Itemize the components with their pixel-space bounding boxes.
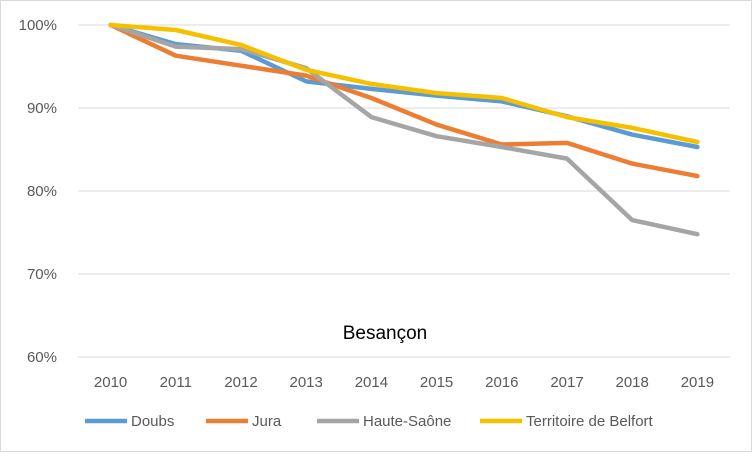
x-tick-label: 2012 [224,374,257,391]
legend-label: Doubs [131,413,174,430]
y-tick-label: 60% [27,349,57,366]
x-tick-label: 2016 [485,374,518,391]
legend-label: Haute-Saône [363,413,451,430]
x-tick-label: 2015 [420,374,453,391]
x-axis-ticks: 2010 2011 2012 2013 2014 2015 2016 2017 2018 2019 [94,374,714,391]
y-tick-label: 70% [27,266,57,283]
gridlines [78,24,730,358]
series-lines [108,22,700,237]
y-tick-label: 90% [27,100,57,117]
legend-label: Territoire de Belfort [526,413,654,430]
x-tick-label: 2019 [681,374,714,391]
x-tick-label: 2017 [550,374,583,391]
series-line-haute-sa-ne [108,22,700,237]
y-tick-label: 100% [19,17,57,34]
series-line-territoire-de-belfort [108,22,700,145]
x-tick-label: 2018 [616,374,649,391]
legend-label: Jura [252,413,282,430]
x-tick-label: 2014 [355,374,388,391]
x-tick-label: 2011 [160,374,192,391]
legend: Doubs Jura Haute-Saône Territoire de Belfor… [85,413,654,430]
chart-title: Besançon [343,323,428,344]
y-tick-label: 80% [27,183,57,200]
series-line-jura [108,22,700,179]
y-axis-ticks: 60% 70% 80% 90% 100% [19,17,57,366]
x-tick-label: 2010 [94,374,127,391]
x-tick-label: 2013 [290,374,323,391]
